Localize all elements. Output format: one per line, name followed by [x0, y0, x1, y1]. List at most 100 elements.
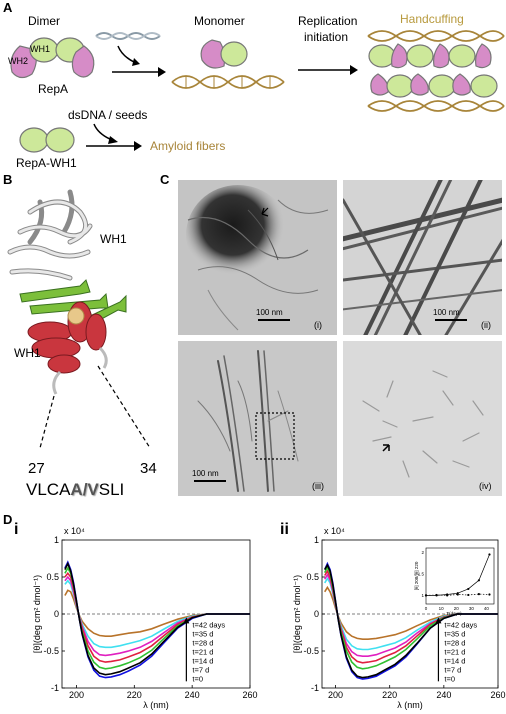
dimer-label: Dimer [28, 14, 60, 28]
monomer-on-dna [171, 39, 285, 89]
x-axis-label: λ (nm) [397, 700, 423, 710]
y-tick-label: 0 [314, 609, 319, 619]
exponent-label: x 10⁴ [64, 526, 85, 536]
wh1-top-label: WH1 [100, 232, 127, 246]
legend-entry: t=21 d [192, 647, 213, 656]
legend-entry: t=35 d [192, 629, 213, 638]
x-tick-label: 200 [328, 690, 343, 700]
legend-entry: t=42 days [444, 620, 477, 629]
wh1-label: WH1 [30, 44, 50, 54]
legend-entry: t=7 d [444, 665, 461, 674]
inset-x-label: T(days) [446, 611, 462, 616]
handcuffing-complex [367, 30, 505, 112]
repa-wh1-dimer-shape [19, 127, 75, 153]
y-tick-label: 1 [314, 535, 319, 545]
legend-entry: t=14 d [444, 656, 465, 665]
repa-wh1-label: RepA-WH1 [16, 156, 77, 170]
x-axis-label: λ (nm) [143, 700, 169, 710]
panel-b-letter: B [3, 172, 13, 187]
amyloid-fibers-label: Amyloid fibers [150, 139, 226, 153]
sequence: VLCAA/VSLI [26, 480, 124, 500]
seq-mutation: A/V [70, 480, 99, 499]
inset-point [446, 594, 449, 597]
roman-i: (i) [314, 320, 322, 330]
inset-x-tick-label: 30 [469, 606, 475, 611]
residue-start: 27 [28, 460, 45, 477]
chart-roman-i: i [14, 521, 18, 538]
y-tick-label: 1 [54, 535, 59, 545]
inset-x-tick-label: 40 [484, 606, 490, 611]
repa-dimer-shape [10, 37, 95, 79]
y-tick-label: -0.5 [43, 646, 59, 656]
inset-x-tick-label: 20 [454, 606, 460, 611]
roman-iii: (iii) [312, 481, 324, 491]
scale-label-iii: 100 nm [192, 469, 219, 478]
panel-a-diagram [10, 30, 505, 153]
curved-arrow-3 [93, 123, 113, 141]
panel-c-letter: C [160, 172, 170, 187]
dsdna-seeds-label: dsDNA / seeds [68, 108, 148, 122]
replication-label-2: initiation [304, 30, 349, 44]
legend-entry: t=21 d [444, 647, 465, 656]
inset-y-tick-label: 2 [421, 550, 424, 555]
residue-end: 34 [140, 460, 157, 477]
repa-label: RepA [38, 82, 69, 96]
ion-sphere [67, 307, 85, 325]
inset-x-tick-label: 10 [439, 606, 445, 611]
inset-point [477, 592, 480, 596]
dsdna-small-helix [95, 32, 161, 40]
legend-entry: t=28 d [444, 638, 465, 647]
exponent-label: x 10⁴ [324, 526, 345, 536]
inset-y-label: [θ] 208/[θ] 220 [414, 561, 419, 590]
inset-point [467, 587, 470, 591]
inset-point [456, 593, 459, 596]
x-tick-label: 240 [185, 690, 200, 700]
y-tick-label: 0.5 [46, 572, 59, 582]
legend-entry: t=35 d [444, 629, 465, 638]
x-tick-label: 220 [382, 690, 397, 700]
inset-y-tick-label: 1 [421, 593, 424, 598]
y-tick-label: -1 [51, 683, 59, 693]
protein-structure [7, 189, 151, 449]
scale-label-ii: 100 nm [433, 308, 460, 317]
legend-entry: t=7 d [192, 665, 209, 674]
y-axis-label: [θ](deg cm² dmol⁻¹) [292, 575, 302, 653]
inset-point [477, 579, 480, 582]
wh2-label: WH2 [8, 56, 28, 66]
x-tick-label: 200 [69, 690, 84, 700]
roman-iv: (iv) [479, 481, 492, 491]
legend-entry: t=0 [444, 674, 455, 683]
scale-label-i: 100 nm [256, 308, 283, 317]
y-tick-label: -0.5 [303, 646, 319, 656]
y-axis-label: [θ](deg cm² dmol⁻¹) [32, 575, 42, 653]
inset-point [488, 593, 491, 596]
panel-d-letter: D [3, 512, 13, 527]
inset-point [488, 553, 491, 556]
wh1-bottom-label: WH1 [14, 346, 41, 360]
inset-point [467, 593, 470, 597]
em-image-ii: 100 nm (ii) [343, 180, 502, 335]
y-tick-label: 0 [54, 609, 59, 619]
legend-arrow-head [435, 617, 442, 624]
y-tick-label: 0.5 [306, 572, 319, 582]
inset-point [424, 594, 428, 597]
replication-label-1: Replication [298, 14, 358, 28]
x-tick-label: 240 [436, 690, 451, 700]
inset-y-tick-label: 1.5 [418, 571, 425, 576]
roman-ii: (ii) [481, 320, 491, 330]
series-line-6 [64, 561, 250, 676]
curved-arrow-1 [117, 45, 135, 63]
legend-entry: t=42 days [192, 620, 225, 629]
legend-entry: t=14 d [192, 656, 213, 665]
x-tick-label: 260 [242, 690, 257, 700]
legend-arrow-head [183, 617, 190, 624]
handcuffing-label: Handcuffing [400, 12, 464, 26]
legend-entry: t=28 d [192, 638, 213, 647]
em-image-i: 100 nm (i) [178, 180, 337, 335]
x-tick-label: 260 [490, 690, 505, 700]
legend-entry: t=0 [192, 674, 203, 683]
panel-a-letter: A [3, 0, 13, 15]
series-line-0 [324, 585, 498, 640]
em-image-iii: 100 nm (iii) [178, 341, 337, 496]
